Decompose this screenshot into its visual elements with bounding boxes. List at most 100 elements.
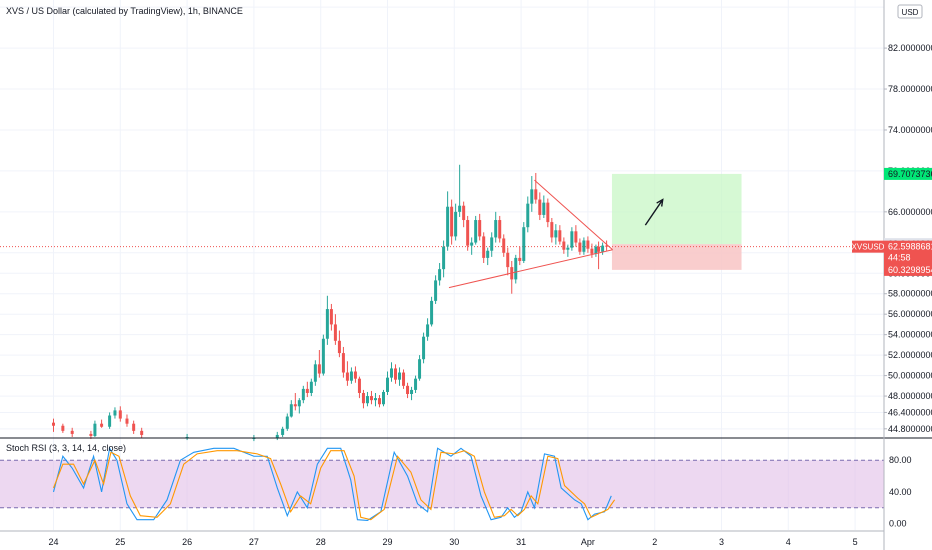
candle-body bbox=[597, 246, 601, 252]
candle-body bbox=[578, 242, 582, 252]
drawings[interactable] bbox=[448, 179, 664, 289]
candle-body bbox=[418, 359, 422, 379]
time-tick-label: 29 bbox=[382, 537, 392, 547]
candle-body bbox=[361, 392, 365, 404]
candle-body bbox=[132, 423, 136, 431]
price-tick-label: 58.0000000 bbox=[888, 289, 932, 299]
time-tick-label: 27 bbox=[249, 537, 259, 547]
candle-body bbox=[482, 236, 486, 258]
time-tick-label: 24 bbox=[48, 537, 58, 547]
triangle-line bbox=[448, 249, 613, 289]
candle-body bbox=[570, 231, 574, 248]
current-price-tag bbox=[884, 240, 932, 265]
rsi-band bbox=[0, 460, 884, 508]
candle-body bbox=[554, 230, 558, 238]
candle-body bbox=[494, 220, 498, 238]
chart-title: XVS / US Dollar (calculated by TradingVi… bbox=[6, 6, 243, 16]
candle-body bbox=[566, 247, 570, 250]
target-price-tag bbox=[884, 167, 932, 180]
price-tick-label: 52.0000000 bbox=[888, 350, 932, 360]
candle-body bbox=[394, 368, 398, 380]
candle-body bbox=[281, 428, 285, 435]
candle-body bbox=[550, 222, 554, 238]
price-tick-label: 44.8000000 bbox=[888, 424, 932, 434]
candle-body bbox=[365, 396, 369, 404]
stoch-rsi-pane bbox=[0, 437, 932, 522]
candle-body bbox=[426, 324, 430, 337]
price-tick-label: 74.0000000 bbox=[888, 125, 932, 135]
candle-body bbox=[321, 338, 325, 374]
rsi-tick-label: 80.00 bbox=[889, 455, 912, 465]
candle-body bbox=[462, 205, 466, 221]
candle-body bbox=[357, 378, 361, 393]
profit-zone bbox=[611, 173, 742, 245]
candle-body bbox=[341, 353, 345, 373]
candle-body bbox=[526, 203, 530, 228]
candle-body bbox=[538, 199, 542, 215]
candle-body bbox=[486, 250, 490, 258]
target-price-label: 69.7073736 bbox=[888, 169, 932, 179]
candle-body bbox=[450, 206, 454, 237]
time-tick-label: 31 bbox=[516, 537, 526, 547]
price-tick-label: 48.0000000 bbox=[888, 391, 932, 401]
candle-body bbox=[293, 404, 297, 407]
position-zones[interactable] bbox=[0, 173, 884, 270]
countdown-label: 44:58 bbox=[888, 253, 911, 263]
rsi-tick-label: 0.00 bbox=[889, 519, 907, 529]
candle-body bbox=[402, 372, 406, 386]
currency-badge[interactable]: USD bbox=[897, 4, 923, 19]
candle-body bbox=[422, 336, 426, 360]
triangle-line bbox=[534, 179, 613, 251]
candle-body bbox=[61, 425, 65, 431]
candle-body bbox=[252, 438, 256, 440]
time-tick-label: 28 bbox=[316, 537, 326, 547]
time-tick-label: 26 bbox=[182, 537, 192, 547]
candle-body bbox=[470, 242, 474, 246]
candle-body bbox=[313, 364, 317, 382]
candle-body bbox=[140, 430, 144, 435]
candle-body bbox=[398, 372, 402, 380]
candle-body bbox=[373, 398, 377, 401]
candle-body bbox=[337, 340, 341, 354]
candle-body bbox=[381, 391, 385, 405]
loss-zone bbox=[611, 244, 742, 270]
candle-body bbox=[118, 410, 122, 419]
candle-body bbox=[377, 398, 381, 405]
candle-body bbox=[317, 364, 321, 374]
candle-body bbox=[601, 245, 605, 252]
candle-body bbox=[93, 423, 97, 436]
candle-body bbox=[390, 368, 394, 378]
candle-body bbox=[506, 252, 510, 268]
arrow-line bbox=[644, 199, 664, 226]
price-tick-label: 78.0000000 bbox=[888, 84, 932, 94]
candle-body bbox=[438, 269, 442, 281]
candle-body bbox=[594, 246, 598, 254]
candle-body bbox=[414, 378, 418, 390]
candle-body bbox=[325, 309, 329, 339]
candle-body bbox=[297, 400, 301, 407]
candle-body bbox=[542, 202, 546, 215]
candle-body bbox=[518, 257, 522, 261]
price-tick-label: 66.0000000 bbox=[888, 207, 932, 217]
price-tags: 69.707373662.8441969XVSUSD62.598868144:5… bbox=[852, 167, 932, 276]
time-tick-label: 30 bbox=[449, 537, 459, 547]
candle-body bbox=[434, 280, 438, 301]
candles bbox=[52, 164, 609, 442]
candle-body bbox=[514, 257, 518, 280]
candle-body bbox=[466, 220, 470, 246]
rsi-series-k bbox=[52, 446, 612, 522]
candle-body bbox=[522, 227, 526, 261]
price-tick-label: 82.0000000 bbox=[888, 43, 932, 53]
price-tick-label: 54.0000000 bbox=[888, 330, 932, 340]
candle-body bbox=[582, 240, 586, 252]
candle-body bbox=[410, 389, 414, 395]
candle-body bbox=[442, 246, 446, 270]
current-price-label: 62.5988681 bbox=[888, 242, 932, 252]
candle-body bbox=[349, 371, 353, 381]
price-tick-label: 56.0000000 bbox=[888, 309, 932, 319]
candle-body bbox=[386, 377, 389, 392]
candle-body bbox=[454, 211, 458, 237]
candle-body bbox=[590, 248, 594, 254]
candle-body bbox=[125, 418, 129, 424]
